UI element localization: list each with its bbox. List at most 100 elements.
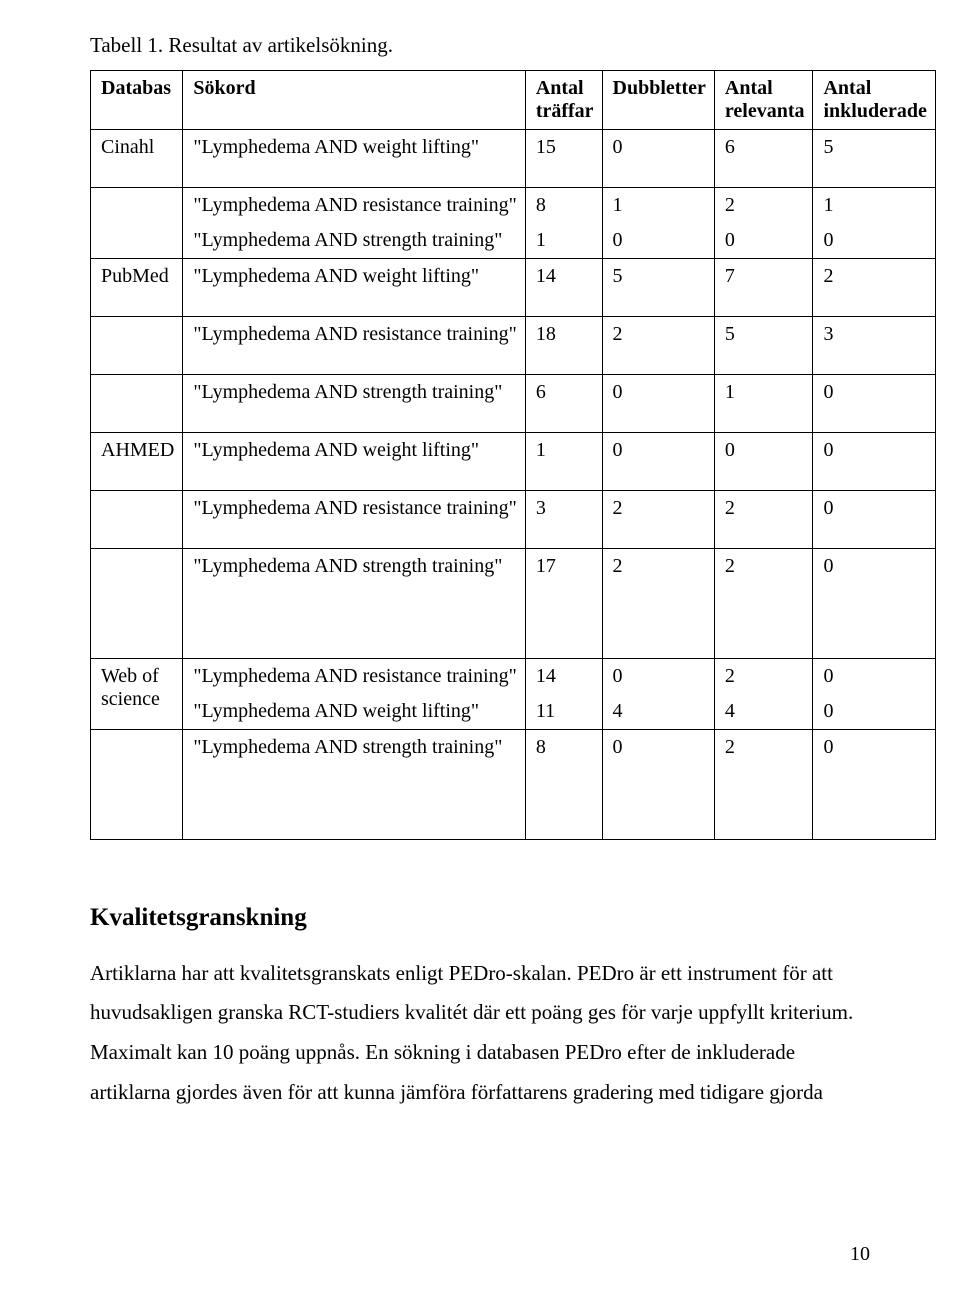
- cell-database: [91, 187, 183, 258]
- cell-antal-inkluderade: 0: [813, 374, 935, 432]
- header-antal-relevanta: Antal relevanta: [714, 70, 813, 129]
- cell-dubbletter: 10: [602, 187, 714, 258]
- cell-antal-relevanta-value: 2: [725, 665, 805, 688]
- table-row: "Lymphedema AND resistance training"1825…: [91, 316, 936, 374]
- cell-dubbletter: 5: [602, 258, 714, 316]
- cell-sokord: "Lymphedema AND strength training": [183, 729, 525, 839]
- cell-sokord: "Lymphedema AND resistance training" "Lym…: [183, 187, 525, 258]
- table-row: "Lymphedema AND strength training"17220: [91, 548, 936, 658]
- cell-sokord: "Lymphedema AND strength training": [183, 548, 525, 658]
- cell-antal-relevanta: 2: [714, 490, 813, 548]
- cell-database: Cinahl: [91, 129, 183, 187]
- header-antal-relevanta-l2: relevanta: [725, 100, 805, 122]
- cell-antal-relevanta: 5: [714, 316, 813, 374]
- cell-dubbletter: 0: [602, 729, 714, 839]
- cell-database: Web ofscience: [91, 658, 183, 729]
- cell-antal-traffar-value: 11: [536, 700, 594, 723]
- header-antal-inkluderade: Antal inkluderade: [813, 70, 935, 129]
- cell-antal-traffar: 8: [525, 729, 602, 839]
- header-antal-inkluderade-l2: inkluderade: [823, 100, 926, 122]
- cell-antal-traffar: 18: [525, 316, 602, 374]
- cell-antal-inkluderade: 0: [813, 490, 935, 548]
- cell-antal-relevanta: 1: [714, 374, 813, 432]
- header-antal-traffar-l1: Antal: [536, 77, 584, 99]
- results-table: Databas Sökord Antal träffar Dubbletter …: [90, 70, 936, 840]
- table-caption: Tabell 1. Resultat av artikelsökning.: [90, 30, 870, 62]
- cell-antal-traffar-value: 1: [536, 229, 594, 252]
- cell-dubbletter: 04: [602, 658, 714, 729]
- cell-database: [91, 548, 183, 658]
- cell-antal-inkluderade-value: 1: [823, 194, 926, 217]
- cell-sokord-value: "Lymphedema AND strength training": [193, 229, 516, 252]
- cell-database: [91, 490, 183, 548]
- cell-dubbletter: 0: [602, 374, 714, 432]
- cell-antal-inkluderade: 00: [813, 658, 935, 729]
- cell-dubbletter-value: 0: [613, 229, 706, 252]
- cell-antal-relevanta: 0: [714, 432, 813, 490]
- cell-database: PubMed: [91, 258, 183, 316]
- cell-antal-inkluderade: 2: [813, 258, 935, 316]
- cell-antal-traffar: 81: [525, 187, 602, 258]
- table-row: "Lymphedema AND strength training"8020: [91, 729, 936, 839]
- cell-antal-traffar-value: 8: [536, 194, 594, 217]
- cell-database: [91, 729, 183, 839]
- table-row: Web ofscience"Lymphedema AND resistance …: [91, 658, 936, 729]
- cell-dubbletter: 0: [602, 129, 714, 187]
- page-container: Tabell 1. Resultat av artikelsökning. Da…: [0, 0, 960, 1296]
- table-row: "Lymphedema AND resistance training"3220: [91, 490, 936, 548]
- cell-antal-relevanta: 7: [714, 258, 813, 316]
- table-row: "Lymphedema AND resistance training" "Lym…: [91, 187, 936, 258]
- cell-antal-inkluderade: 5: [813, 129, 935, 187]
- cell-antal-relevanta: 6: [714, 129, 813, 187]
- cell-sokord: "Lymphedema AND resistance training": [183, 316, 525, 374]
- cell-database: AHMED: [91, 432, 183, 490]
- cell-antal-inkluderade: 0: [813, 729, 935, 839]
- cell-antal-relevanta: 20: [714, 187, 813, 258]
- cell-antal-inkluderade: 10: [813, 187, 935, 258]
- cell-antal-relevanta: 2: [714, 548, 813, 658]
- table-row: AHMED"Lymphedema AND weight lifting"1000: [91, 432, 936, 490]
- cell-antal-inkluderade-value: 0: [823, 665, 926, 688]
- cell-antal-traffar: 14 11: [525, 658, 602, 729]
- header-dubbletter: Dubbletter: [602, 70, 714, 129]
- table-header-row: Databas Sökord Antal träffar Dubbletter …: [91, 70, 936, 129]
- cell-antal-traffar: 14: [525, 258, 602, 316]
- cell-antal-relevanta: 24: [714, 658, 813, 729]
- cell-sokord: "Lymphedema AND resistance training": [183, 490, 525, 548]
- table-row: "Lymphedema AND strength training"6010: [91, 374, 936, 432]
- cell-antal-traffar: 17: [525, 548, 602, 658]
- cell-sokord: "Lymphedema AND weight lifting": [183, 258, 525, 316]
- cell-dubbletter: 2: [602, 548, 714, 658]
- cell-antal-traffar-value: 14: [536, 665, 594, 688]
- cell-dubbletter: 2: [602, 490, 714, 548]
- cell-antal-relevanta-value: 2: [725, 194, 805, 217]
- header-databas: Databas: [91, 70, 183, 129]
- header-antal-traffar-l2: träffar: [536, 100, 594, 122]
- cell-antal-traffar: 6: [525, 374, 602, 432]
- cell-sokord: "Lymphedema AND weight lifting": [183, 129, 525, 187]
- table-row: PubMed"Lymphedema AND weight lifting"145…: [91, 258, 936, 316]
- cell-sokord: "Lymphedema AND weight lifting": [183, 432, 525, 490]
- header-antal-inkluderade-l1: Antal: [823, 77, 871, 99]
- cell-dubbletter-value: 1: [613, 194, 706, 217]
- section-heading: Kvalitetsgranskning: [90, 904, 870, 932]
- cell-sokord-value: "Lymphedema AND resistance training": [193, 194, 516, 217]
- body-paragraph: Artiklarna har att kvalitetsgranskats en…: [90, 954, 870, 1114]
- cell-dubbletter-value: 0: [613, 665, 706, 688]
- header-antal-relevanta-l1: Antal: [725, 77, 773, 99]
- table-row: Cinahl"Lymphedema AND weight lifting"150…: [91, 129, 936, 187]
- cell-sokord: "Lymphedema AND strength training": [183, 374, 525, 432]
- cell-antal-traffar: 15: [525, 129, 602, 187]
- cell-antal-inkluderade: 3: [813, 316, 935, 374]
- page-number: 10: [850, 1243, 870, 1266]
- cell-antal-inkluderade-value: 0: [823, 229, 926, 252]
- cell-dubbletter-value: 4: [613, 700, 706, 723]
- cell-database: [91, 316, 183, 374]
- cell-antal-relevanta-value: 0: [725, 229, 805, 252]
- cell-antal-inkluderade-value: 0: [823, 700, 926, 723]
- cell-sokord-value: "Lymphedema AND resistance training": [193, 665, 516, 688]
- cell-antal-inkluderade: 0: [813, 432, 935, 490]
- cell-antal-relevanta: 2: [714, 729, 813, 839]
- cell-sokord: "Lymphedema AND resistance training""Lym…: [183, 658, 525, 729]
- cell-dubbletter: 2: [602, 316, 714, 374]
